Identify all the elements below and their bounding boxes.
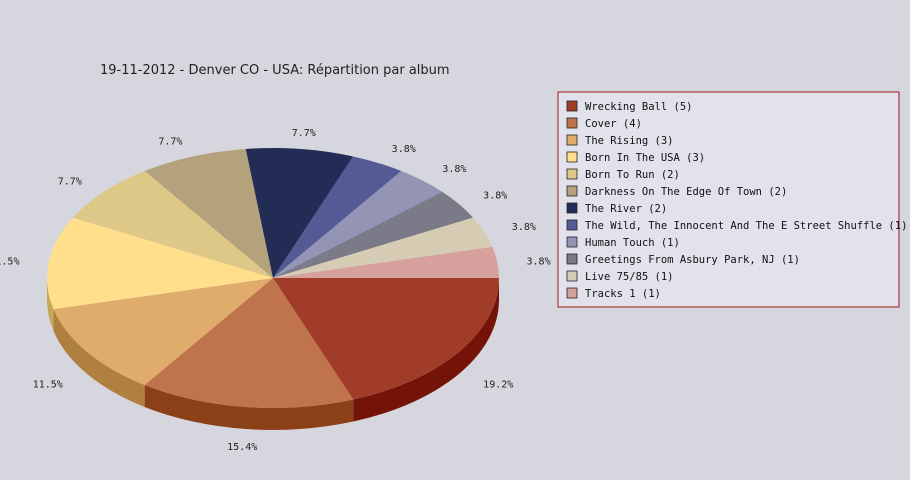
pie-slice-4 [72,171,274,278]
pie-slice-1 [144,278,354,408]
legend: Wrecking Ball (5) Cover (4) The Rising (3)… [557,91,907,308]
chart-title: 19-11-2012 - Denver CO - USA: Répartitio… [100,63,450,78]
pie-slice-0 [273,278,499,400]
legend-item-0: Wrecking Ball (5) [585,101,692,113]
legend-item-1: Cover (4) [585,118,642,130]
legend-swatch-1 [566,117,578,129]
slice-label-5: 7.7% [158,137,182,148]
legend-item-4: Born To Run (2) [585,169,680,181]
legend-swatch-9 [566,253,578,265]
legend-item-8: Human Touch (1) [585,237,680,249]
legend-item-5: Darkness On The Edge Of Town (2) [585,186,787,198]
pie-labels: 19.2% 15.4% 11.5% 11.5% 7.7% 7.7% 7.7% 3.8% 3.8%… [0,128,551,453]
legend-item-3: Born In The USA (3) [585,152,705,164]
pie-slice-3 [46,217,273,310]
legend-swatch-11 [566,287,578,299]
slice-label-8: 3.8% [442,164,466,175]
pie-side-1 [144,384,354,430]
legend-swatch-7 [566,219,578,231]
legend-box [557,91,900,308]
legend-item-7: The Wild, The Innocent And The E Street … [585,220,907,232]
legend-item-11: Tracks 1 (1) [585,288,661,300]
legend-swatch-10 [566,270,578,282]
legend-swatch-8 [566,236,578,248]
legend-swatch-0 [566,100,578,112]
legend-item-2: The Rising (3) [585,135,674,147]
legend-swatch-2 [566,134,578,146]
legend-swatch-4 [566,168,578,180]
pie-slices [46,148,499,408]
pie-side-3 [47,278,54,332]
pie-slice-2 [53,278,273,385]
slice-label-9: 3.8% [483,191,507,202]
slice-label-6: 7.7% [292,128,316,139]
pie-slice-8 [273,171,443,278]
legend-item-9: Greetings From Asbury Park, NJ (1) [585,254,800,266]
pie-side-0 [353,278,499,422]
pie-side-2 [53,309,145,407]
pie-slice-5 [144,148,273,278]
slice-label-1: 15.4% [227,442,257,453]
pie-slice-6 [245,148,354,278]
pie-slice-9 [273,191,474,278]
legend-item-6: The River (2) [585,203,667,215]
slice-label-7: 3.8% [392,144,416,155]
legend-swatch-5 [566,185,578,197]
slice-label-11: 3.8% [527,256,551,267]
legend-swatch-6 [566,202,578,214]
pie-slice-11 [273,246,499,278]
legend-swatch-3 [566,151,578,163]
pie-depth [47,278,499,430]
slice-label-4: 7.7% [58,177,82,188]
pie-slice-10 [273,217,493,278]
legend-item-10: Live 75/85 (1) [585,271,674,283]
pie-slice-7 [273,156,402,278]
slice-label-2: 11.5% [33,379,63,390]
slice-label-0: 19.2% [483,379,513,390]
slice-label-3: 11.5% [0,256,19,267]
slice-label-10: 3.8% [512,222,536,233]
